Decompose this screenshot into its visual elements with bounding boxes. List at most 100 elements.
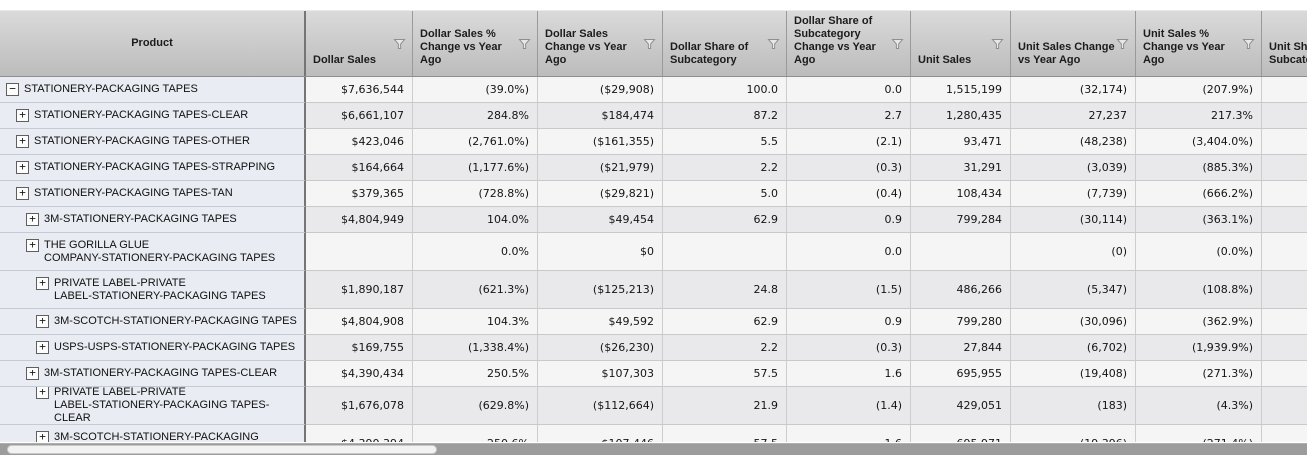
column-header-unit-sales[interactable]: Unit Sales: [911, 11, 1011, 76]
data-cell: $0: [538, 233, 663, 271]
filter-icon[interactable]: [518, 38, 531, 50]
filter-icon[interactable]: [1116, 38, 1129, 50]
data-cell: 250.5%: [413, 361, 538, 387]
product-name: USPS-USPS-STATIONERY-PACKAGING TAPES: [54, 341, 296, 353]
data-cell: [1262, 129, 1307, 155]
data-cell: (1,338.4%): [413, 335, 538, 361]
data-cell: 27,844: [911, 335, 1011, 361]
data-cell: $107,303: [538, 361, 663, 387]
product-cell: +3M-SCOTCH-STATIONERY-PACKAGINGTAPES-CLE…: [0, 425, 306, 442]
data-cell: $4,804,908: [306, 309, 413, 335]
data-cell: $7,636,544: [306, 77, 413, 103]
expand-toggle-icon[interactable]: +: [16, 109, 29, 122]
data-cell: 93,471: [911, 129, 1011, 155]
data-cell: 27,237: [1011, 103, 1136, 129]
data-cell: 108,434: [911, 181, 1011, 207]
filter-icon[interactable]: [1242, 38, 1255, 50]
expand-toggle-icon[interactable]: +: [36, 430, 49, 442]
expand-toggle-icon[interactable]: +: [16, 161, 29, 174]
data-cell: ($161,355): [538, 129, 663, 155]
data-cell: ($21,979): [538, 155, 663, 181]
product-name: 3M-SCOTCH-STATIONERY-PACKAGINGTAPES-CLEA…: [54, 430, 259, 443]
data-cell: (3,039): [1011, 155, 1136, 181]
horizontal-scrollbar[interactable]: [0, 443, 1307, 455]
data-cell: (4.3%): [1136, 387, 1262, 425]
data-cell: 695,971: [911, 425, 1011, 442]
data-cell: (885.3%): [1136, 155, 1262, 181]
data-cell: 62.9: [663, 309, 787, 335]
data-cell: (363.1%): [1136, 207, 1262, 233]
data-cell: 87.2: [663, 103, 787, 129]
data-cell: (30,096): [1011, 309, 1136, 335]
data-cell: $4,804,949: [306, 207, 413, 233]
data-cell: (0): [1011, 233, 1136, 271]
column-header-unit-sales-change-vs-year-ago[interactable]: Unit Sales % Change vs Year Ago: [1136, 11, 1262, 76]
data-cell: $379,365: [306, 181, 413, 207]
column-header-product[interactable]: Product: [0, 11, 306, 76]
data-cell: 2.2: [663, 155, 787, 181]
expand-toggle-icon[interactable]: +: [36, 341, 49, 354]
pivot-table: Product Dollar Sales Dollar Sales % Change…: [0, 10, 1307, 442]
data-cell: (271.3%): [1136, 361, 1262, 387]
horizontal-scrollbar-thumb[interactable]: [7, 445, 437, 454]
column-header-label: Product: [131, 37, 173, 49]
column-header-unit-share-of-subcategory[interactable]: Unit Share of Subcategory: [1262, 11, 1307, 76]
data-cell: (108.8%): [1136, 271, 1262, 309]
data-cell: (5,347): [1011, 271, 1136, 309]
data-cell: 2.2: [663, 335, 787, 361]
product-cell: + STATIONERY-PACKAGING TAPES-TAN: [0, 181, 306, 207]
product-name: STATIONERY-PACKAGING TAPES-STRAPPING: [34, 161, 276, 173]
data-cell: 0.0%: [413, 233, 538, 271]
table-row: +3M-SCOTCH-STATIONERY-PACKAGINGTAPES-CLE…: [0, 425, 1307, 442]
expand-toggle-icon[interactable]: +: [26, 238, 39, 252]
expand-toggle-icon[interactable]: +: [16, 135, 29, 148]
expand-toggle-icon[interactable]: +: [36, 276, 49, 290]
data-cell: [1262, 207, 1307, 233]
filter-icon[interactable]: [643, 38, 656, 50]
data-cell: $4,390,394: [306, 425, 413, 442]
filter-icon[interactable]: [891, 38, 904, 50]
product-cell: + USPS-USPS-STATIONERY-PACKAGING TAPES: [0, 335, 306, 361]
data-cell: 57.5: [663, 361, 787, 387]
product-name: PRIVATE LABEL-PRIVATE LABEL-STATIONERY-PA…: [54, 276, 266, 302]
data-cell: 799,280: [911, 309, 1011, 335]
table-row: + THE GORILLA GLUE COMPANY-STATIONERY-PACK…: [0, 233, 1307, 271]
product-name: STATIONERY-PACKAGING TAPES-CLEAR: [34, 109, 249, 121]
column-header-dollar-sales-change-vs-year-ago[interactable]: Dollar Sales Change vs Year Ago: [538, 11, 663, 76]
column-header-dollar-share-of-subcategory-change-vs-year-ago[interactable]: Dollar Share of Subcategory Change vs Ye…: [787, 11, 911, 76]
column-header-dollar-sales-change-vs-year-ago[interactable]: Dollar Sales % Change vs Year Ago: [413, 11, 538, 76]
data-cell: (48,238): [1011, 129, 1136, 155]
table-body: − STATIONERY-PACKAGING TAPES $7,636,544 (39…: [0, 77, 1307, 442]
data-cell: ($29,821): [538, 181, 663, 207]
data-cell: 2.7: [787, 103, 911, 129]
expand-toggle-icon[interactable]: +: [16, 187, 29, 200]
data-cell: [1262, 361, 1307, 387]
data-cell: ($26,230): [538, 335, 663, 361]
column-header-dollar-sales[interactable]: Dollar Sales: [306, 11, 413, 76]
table-row: +3M-STATIONERY-PACKAGING TAPES $4,804,949…: [0, 207, 1307, 233]
column-header-label: Dollar Sales Change vs Year Ago: [545, 28, 627, 66]
data-cell: $6,661,107: [306, 103, 413, 129]
collapse-toggle-icon[interactable]: −: [6, 83, 19, 96]
data-cell: $4,390,434: [306, 361, 413, 387]
column-header-label: Dollar Share of Subcategory Change vs Ye…: [794, 15, 876, 66]
data-cell: (183): [1011, 387, 1136, 425]
filter-icon[interactable]: [991, 38, 1004, 50]
table-row: + STATIONERY-PACKAGING TAPES-CLEAR $6,661,…: [0, 103, 1307, 129]
filter-icon[interactable]: [767, 38, 780, 50]
expand-toggle-icon[interactable]: +: [36, 387, 49, 399]
expand-toggle-icon[interactable]: +: [26, 367, 39, 380]
table-row: + STATIONERY-PACKAGING TAPES-STRAPPING $16…: [0, 155, 1307, 181]
column-header-unit-sales-change-vs-year-ago[interactable]: Unit Sales Change vs Year Ago: [1011, 11, 1136, 76]
data-cell: (0.3): [787, 155, 911, 181]
column-header-dollar-share-of-subcategory[interactable]: Dollar Share of Subcategory: [663, 11, 787, 76]
table-row: +3M-SCOTCH-STATIONERY-PACKAGING TAPES $4,…: [0, 309, 1307, 335]
table-row: +3M-STATIONERY-PACKAGING TAPES-CLEAR $4,3…: [0, 361, 1307, 387]
data-cell: (39.0%): [413, 77, 538, 103]
filter-icon[interactable]: [393, 38, 406, 50]
expand-toggle-icon[interactable]: +: [36, 315, 49, 328]
product-name: STATIONERY-PACKAGING TAPES: [24, 83, 198, 95]
product-cell: + PRIVATE LABEL-PRIVATE LABEL-STATIONERY-P…: [0, 271, 306, 309]
data-cell: $107,446: [538, 425, 663, 442]
expand-toggle-icon[interactable]: +: [26, 213, 39, 226]
